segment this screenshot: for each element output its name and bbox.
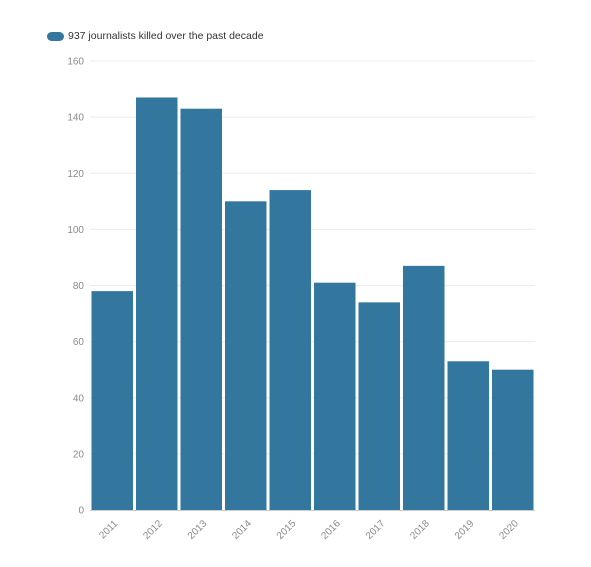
y-tick-label: 40 — [73, 393, 85, 404]
y-tick-label: 0 — [78, 506, 84, 517]
bar-2012[interactable] — [136, 97, 178, 510]
bars — [91, 97, 534, 511]
x-tick-label: 2013 — [186, 518, 210, 542]
legend-label: 937 journalists killed over the past dec… — [68, 30, 264, 42]
bar-2016[interactable] — [314, 282, 356, 510]
bar-2020[interactable] — [492, 369, 534, 510]
bar-2013[interactable] — [180, 108, 223, 511]
bar-2018[interactable] — [403, 265, 445, 510]
y-tick-label: 140 — [67, 113, 84, 124]
x-tick-label: 2011 — [97, 518, 120, 541]
legend[interactable]: 937 journalists killed over the past dec… — [47, 29, 264, 43]
y-tick-label: 100 — [67, 225, 84, 236]
legend-swatch — [47, 31, 64, 41]
y-tick-label: 160 — [67, 57, 84, 68]
y-tick-label: 80 — [73, 281, 85, 292]
bar-2017[interactable] — [358, 302, 401, 510]
bar-2014[interactable] — [225, 201, 267, 510]
y-tick-label: 120 — [67, 169, 84, 180]
x-tick-label: 2017 — [364, 518, 388, 542]
x-tick-label: 2018 — [408, 518, 432, 542]
bar-2015[interactable] — [269, 190, 312, 510]
x-tick-label: 2012 — [141, 518, 165, 542]
y-tick-label: 20 — [73, 449, 85, 460]
x-tick-label: 2014 — [230, 518, 254, 542]
x-tick-label: 2016 — [319, 518, 343, 542]
x-tick-label: 2015 — [275, 518, 299, 542]
x-tick-label: 2019 — [453, 518, 477, 542]
y-tick-label: 60 — [73, 337, 85, 348]
bar-2011[interactable] — [91, 291, 134, 510]
bar-2019[interactable] — [447, 361, 490, 510]
x-tick-label: 2020 — [497, 518, 521, 542]
